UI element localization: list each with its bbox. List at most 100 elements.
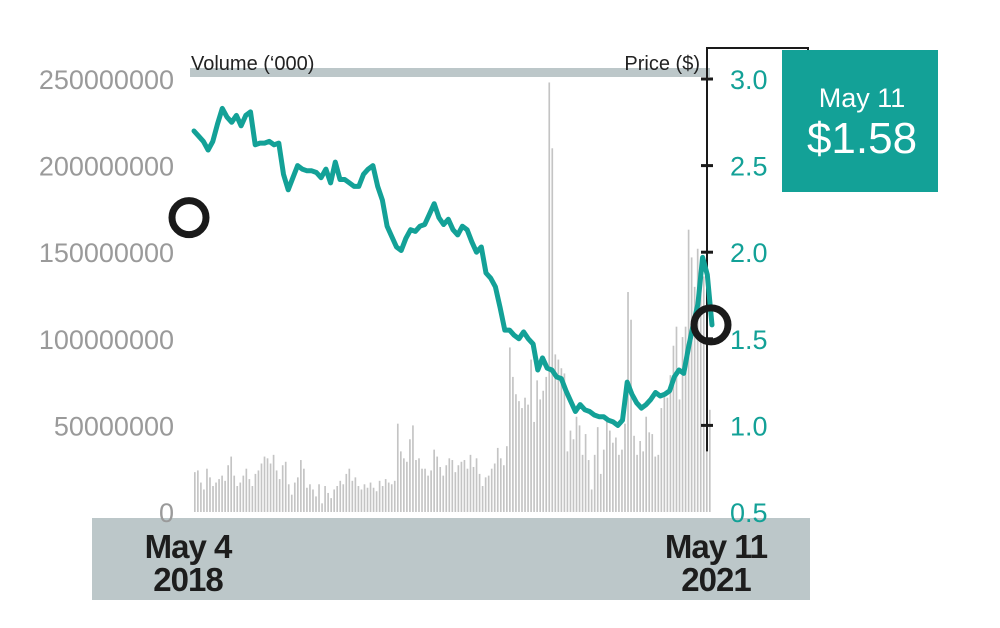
volume-bar xyxy=(557,359,560,512)
volume-bar xyxy=(324,486,326,512)
volume-bar xyxy=(300,460,302,512)
volume-bar xyxy=(393,480,396,512)
volume-bar xyxy=(536,380,538,512)
volume-bar xyxy=(469,454,472,512)
volume-tick-label: 50000000 xyxy=(54,411,174,441)
volume-bar xyxy=(575,416,578,512)
volume-tick-label: 250000000 xyxy=(39,65,174,95)
volume-bar xyxy=(475,458,478,512)
volume-bar xyxy=(521,408,523,512)
volume-bar xyxy=(263,456,266,512)
volume-bar xyxy=(203,489,205,512)
volume-bar xyxy=(336,486,339,512)
volume-bar xyxy=(433,449,435,512)
volume-bar xyxy=(548,82,551,513)
volume-bar xyxy=(633,435,635,512)
volume-bar xyxy=(657,454,660,512)
date-band xyxy=(92,518,810,600)
callout-connector xyxy=(706,47,809,50)
volume-bar xyxy=(448,458,451,512)
volume-bar xyxy=(412,425,414,512)
volume-bar xyxy=(618,454,620,512)
volume-bar xyxy=(627,292,629,512)
volume-bar xyxy=(678,399,681,512)
volume-bar xyxy=(563,373,566,512)
volume-bar xyxy=(454,472,457,512)
volume-bar xyxy=(281,465,284,512)
volume-bar xyxy=(375,491,378,512)
volume-bar xyxy=(630,319,632,512)
volume-bar xyxy=(530,359,532,512)
volume-bar xyxy=(490,468,493,512)
volume-bar xyxy=(330,498,332,512)
end-point-marker xyxy=(690,304,732,346)
volume-bar xyxy=(539,399,541,512)
volume-bar xyxy=(487,475,490,512)
end-date-label: May 11 xyxy=(665,528,768,565)
volume-bar xyxy=(345,473,348,512)
volume-bar xyxy=(418,458,420,512)
volume-bar xyxy=(439,466,442,512)
volume-bar xyxy=(675,326,678,512)
volume-bar xyxy=(348,468,351,512)
volume-bar xyxy=(605,421,608,512)
price-tick-label: 0.5 xyxy=(730,498,768,528)
volume-bar xyxy=(609,430,611,512)
price-tick-label: 1.5 xyxy=(730,325,768,355)
volume-bar xyxy=(436,456,439,512)
volume-bar xyxy=(460,461,463,512)
volume-bar xyxy=(363,484,366,512)
volume-bar xyxy=(502,465,505,512)
volume-bar xyxy=(512,376,514,512)
volume-bar xyxy=(484,477,487,512)
volume-bar xyxy=(642,451,644,512)
volume-bar xyxy=(569,430,572,512)
volume-bar xyxy=(509,347,511,512)
volume-bar xyxy=(236,486,239,512)
volume-bar xyxy=(378,480,381,512)
volume-bar xyxy=(660,408,663,512)
volume-bar xyxy=(230,456,233,512)
volume-bar xyxy=(560,368,563,512)
volume-bar xyxy=(551,148,554,512)
volume-bar xyxy=(278,479,281,512)
volume-bar xyxy=(587,460,590,512)
volume-bar xyxy=(424,468,426,512)
volume-bar xyxy=(621,449,623,512)
price-tick-label: 3.0 xyxy=(730,65,768,95)
volume-bar xyxy=(599,473,602,512)
volume-bar xyxy=(478,473,481,512)
volume-bar xyxy=(624,423,626,512)
volume-bar xyxy=(545,376,548,512)
volume-bar xyxy=(342,484,345,512)
volume-bar xyxy=(287,484,290,512)
volume-bar xyxy=(360,489,363,512)
volume-bar xyxy=(233,475,236,512)
volume-bar xyxy=(696,248,699,513)
callout-box xyxy=(782,50,938,192)
volume-bar xyxy=(445,465,448,512)
volume-bar xyxy=(654,456,657,512)
start-year-label: 2018 xyxy=(153,561,223,598)
volume-bar xyxy=(396,423,399,512)
volume-bar xyxy=(496,447,499,512)
volume-bar xyxy=(427,475,429,512)
header-band xyxy=(190,68,710,77)
volume-bar xyxy=(515,394,517,512)
volume-bar xyxy=(339,480,342,512)
volume-axis-ticks: 0 50000000 100000000 150000000 200000000 2500… xyxy=(39,65,174,528)
callout-date: May 11 xyxy=(819,83,906,113)
volume-bar xyxy=(296,477,299,512)
volume-bar xyxy=(651,434,654,512)
volume-bar xyxy=(602,449,605,512)
volume-bar xyxy=(212,486,214,512)
volume-bar xyxy=(248,479,251,512)
volume-bar xyxy=(593,454,596,512)
volume-bar xyxy=(636,454,638,512)
volume-tick-label: 0 xyxy=(159,498,174,528)
volume-bar xyxy=(327,492,329,512)
volume-bar xyxy=(581,454,584,512)
volume-tick-label: 150000000 xyxy=(39,238,174,268)
volume-tick-label: 200000000 xyxy=(39,152,174,182)
price-axis: 0.5 1.0 1.5 2.0 2.5 3.0 xyxy=(701,48,768,528)
